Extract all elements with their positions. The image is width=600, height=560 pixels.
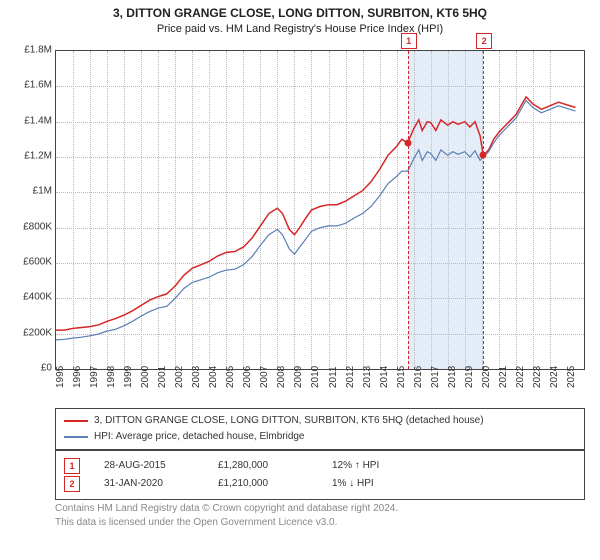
chart-subtitle: Price paid vs. HM Land Registry's House … [0,20,600,41]
xtick-label: 2004 [208,366,219,388]
ytick-label: £600K [23,257,52,268]
xtick-label: 2010 [310,366,321,388]
sale-row: 1 28-AUG-2015 £1,280,000 12% ↑ HPI [64,457,576,475]
xtick-label: 2016 [413,366,424,388]
sale-badge: 1 [64,458,80,474]
xtick-label: 1996 [72,366,83,388]
xtick-label: 2021 [498,366,509,388]
chart-plot-area: 12 [55,50,585,370]
series-svg [56,51,584,369]
xtick-label: 1998 [106,366,117,388]
legend-row: HPI: Average price, detached house, Elmb… [64,429,576,445]
legend-label: 3, DITTON GRANGE CLOSE, LONG DITTON, SUR… [94,413,484,429]
chart-title: 3, DITTON GRANGE CLOSE, LONG DITTON, SUR… [0,0,600,20]
ytick-label: £400K [23,292,52,303]
ytick-label: £1.6M [24,80,52,91]
xtick-label: 2019 [464,366,475,388]
event-line-1 [408,51,409,369]
series-hpi [56,101,576,340]
series-price_paid [56,97,576,330]
footnote: Contains HM Land Registry data © Crown c… [55,502,585,530]
sale-badge: 2 [64,476,80,492]
legend-swatch [64,420,88,422]
xtick-label: 2001 [157,366,168,388]
xtick-label: 2014 [379,366,390,388]
xtick-label: 1999 [123,366,134,388]
xtick-label: 2022 [515,366,526,388]
event-dot-2 [480,152,487,159]
sale-price: £1,210,000 [218,475,308,493]
sale-date: 28-AUG-2015 [104,457,194,475]
xtick-label: 2013 [362,366,373,388]
xtick-label: 2023 [532,366,543,388]
xtick-label: 2018 [447,366,458,388]
xtick-label: 2025 [566,366,577,388]
footnote-line2: This data is licensed under the Open Gov… [55,516,585,530]
xtick-label: 2009 [293,366,304,388]
legend-box: 3, DITTON GRANGE CLOSE, LONG DITTON, SUR… [55,408,585,450]
xtick-label: 2020 [481,366,492,388]
ytick-label: £0 [41,363,52,374]
xtick-label: 2005 [225,366,236,388]
xtick-label: 1995 [55,366,66,388]
event-line-2 [483,51,484,369]
sales-table: 1 28-AUG-2015 £1,280,000 12% ↑ HPI 2 31-JAN-2… [55,450,585,500]
ytick-label: £1.2M [24,151,52,162]
xtick-label: 2012 [345,366,356,388]
sale-row: 2 31-JAN-2020 £1,210,000 1% ↓ HPI [64,475,576,493]
event-marker-1: 1 [401,33,417,49]
xtick-label: 2015 [396,366,407,388]
xtick-label: 2003 [191,366,202,388]
event-dot-1 [404,139,411,146]
event-marker-2: 2 [476,33,492,49]
xtick-label: 1997 [89,366,100,388]
xtick-label: 2017 [430,366,441,388]
legend-label: HPI: Average price, detached house, Elmb… [94,429,305,445]
sale-delta: 12% ↑ HPI [332,457,432,475]
sale-price: £1,280,000 [218,457,308,475]
ytick-label: £1.8M [24,45,52,56]
chart-container: 3, DITTON GRANGE CLOSE, LONG DITTON, SUR… [0,0,600,560]
legend-swatch [64,436,88,438]
ytick-label: £800K [23,221,52,232]
xtick-label: 2011 [328,366,339,388]
ytick-label: £200K [23,327,52,338]
xtick-label: 2000 [140,366,151,388]
legend-row: 3, DITTON GRANGE CLOSE, LONG DITTON, SUR… [64,413,576,429]
sale-delta: 1% ↓ HPI [332,475,432,493]
xtick-label: 2008 [276,366,287,388]
ytick-label: £1.4M [24,115,52,126]
footnote-line1: Contains HM Land Registry data © Crown c… [55,502,585,516]
xtick-label: 2007 [259,366,270,388]
xtick-label: 2006 [242,366,253,388]
sale-date: 31-JAN-2020 [104,475,194,493]
ytick-label: £1M [33,186,52,197]
xtick-label: 2002 [174,366,185,388]
xtick-label: 2024 [549,366,560,388]
